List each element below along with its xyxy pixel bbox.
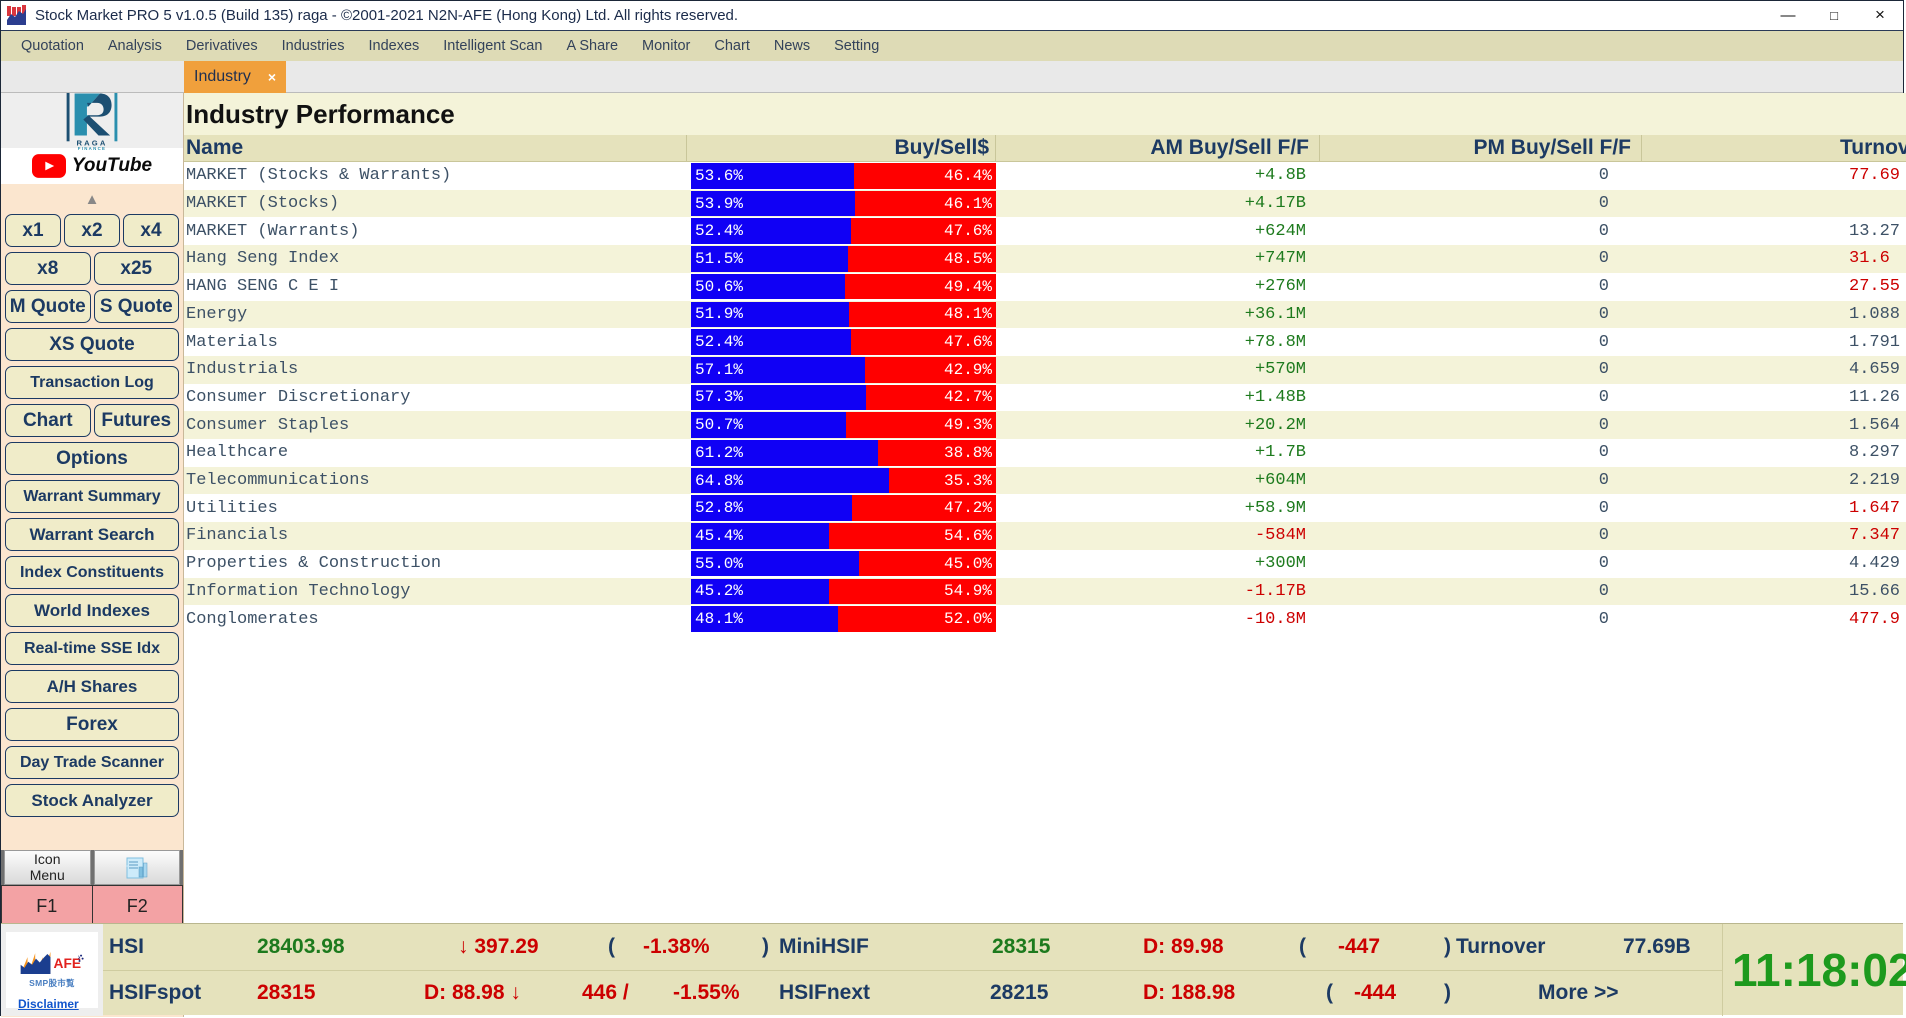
svg-text:FINANCE: FINANCE [78,146,106,150]
